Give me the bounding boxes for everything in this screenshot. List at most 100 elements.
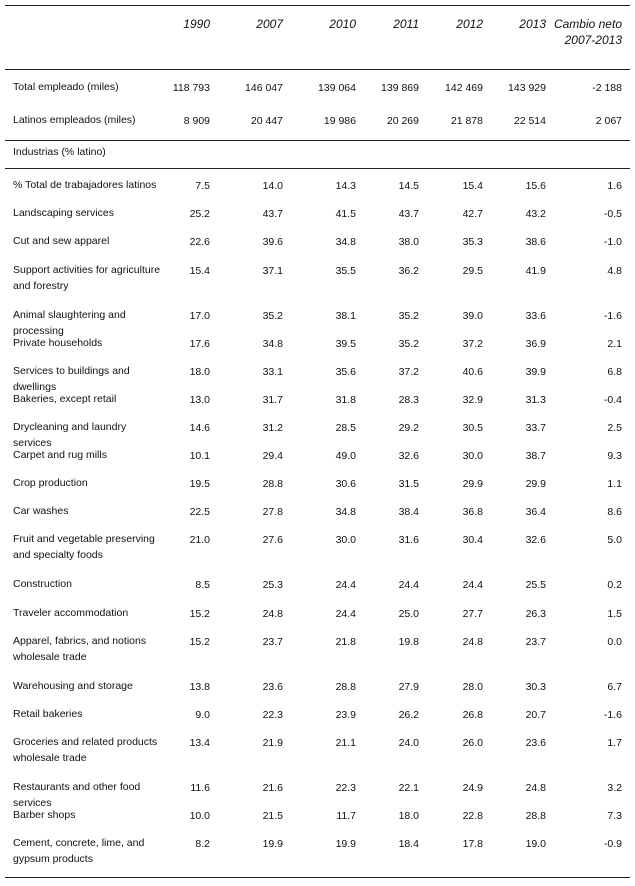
table-cell: 1.7 [607,737,622,749]
table-cell: 30.0 [462,450,483,462]
table-cell: 1.5 [607,608,622,620]
industry-row-label: Bakeries, except retail [13,393,117,405]
table-cell: 21.5 [262,810,283,822]
table-cell: -1.6 [603,310,622,322]
header-rule [5,69,630,70]
table-cell: 11.6 [190,782,210,794]
table-cell: 14.6 [189,422,210,434]
table-cell: 39.9 [525,366,546,378]
table-cell: 1.6 [607,180,622,192]
table-cell: 30.3 [525,681,546,693]
table-cell: 29.2 [398,422,419,434]
table-cell: 7.5 [195,180,210,192]
summary-cell: 19 986 [323,115,356,127]
table-cell: 31.6 [398,534,419,546]
industry-row-label: Drycleaning and laundry services [13,421,127,449]
industry-row-label: Animal slaughtering and processing [13,309,126,337]
table-cell: 38.0 [398,236,419,248]
table-cell: 36.8 [462,506,483,518]
table-cell: 43.7 [398,208,419,220]
table-cell: 21.1 [335,737,356,749]
table-cell: 30.6 [335,478,356,490]
industry-row-label: Services to buildings and dwellings [13,365,130,393]
table-cell: 31.7 [262,394,283,406]
table-cell: 35.6 [335,366,356,378]
table-cell: 4.8 [607,265,622,277]
column-header: Cambio neto 2007-2013 [553,17,622,47]
table-cell: 21.9 [262,737,283,749]
table-cell: 19.5 [189,478,210,490]
table-cell: 38.1 [335,310,356,322]
table-cell: 36.4 [525,506,546,518]
table-cell: 33.6 [525,310,546,322]
table-cell: 21.0 [189,534,210,546]
table-cell: 23.7 [262,636,283,648]
table-cell: 22.3 [335,782,356,794]
summary-cell: 21 878 [450,115,483,127]
table-cell: 24.4 [398,579,419,591]
table-cell: 23.6 [525,737,546,749]
table-cell: 27.7 [462,608,483,620]
industry-row-label: Apparel, fabrics, and notions wholesale … [13,635,147,663]
table-cell: 41.5 [335,208,356,220]
column-header: 2013 [519,17,546,31]
table-cell: 29.5 [462,265,483,277]
industry-row-label: Car washes [13,505,69,517]
table-cell: 43.7 [262,208,283,220]
table-cell: 35.2 [398,310,419,322]
table-cell: 26.2 [398,709,419,721]
table-cell: 31.2 [262,422,283,434]
table-cell: 34.8 [262,338,283,350]
table-cell: 6.8 [607,366,622,378]
table-cell: 13.0 [189,394,210,406]
table-cell: 22.3 [262,709,283,721]
industry-row-label: % Total de trabajadores latinos [13,179,157,191]
table-cell: 15.2 [189,608,210,620]
table-cell: 10.1 [189,450,210,462]
table-cell: 37.2 [462,338,483,350]
table-cell: 38.6 [525,236,546,248]
industry-row-label: Traveler accommodation [13,607,129,619]
table-cell: 9.0 [195,709,210,721]
table-cell: 10.0 [189,810,210,822]
table-cell: 30.0 [335,534,356,546]
table-cell: 39.6 [262,236,283,248]
table-cell: 29.4 [262,450,283,462]
industry-row-label: Crop production [13,477,88,489]
table-cell: 26.0 [462,737,483,749]
table-cell: 38.4 [398,506,419,518]
table-cell: 22.8 [462,810,483,822]
table-cell: 41.9 [525,265,546,277]
summary-cell: 2 067 [595,115,622,127]
summary-row-label: Latinos empleados (miles) [13,114,136,126]
table-cell: 8.6 [607,506,622,518]
table-cell: 24.8 [525,782,546,794]
table-cell: 35.3 [462,236,483,248]
table-cell: 29.9 [462,478,483,490]
table-cell: 35.2 [262,310,283,322]
table-cell: 5.0 [607,534,622,546]
column-header: 2007 [256,17,283,31]
table-cell: 38.7 [525,450,546,462]
table-cell: 31.8 [335,394,356,406]
industry-row-label: Landscaping services [13,207,114,219]
table-cell: 23.6 [262,681,283,693]
table-cell: 7.3 [607,810,622,822]
table-cell: 8.5 [195,579,210,591]
table-cell: 25.2 [189,208,210,220]
summary-cell: 139 869 [381,82,419,94]
industry-row-label: Retail bakeries [13,708,83,720]
table-cell: 15.2 [189,636,210,648]
industry-row-label: Cut and sew apparel [13,235,110,247]
table-cell: 28.8 [335,681,356,693]
table-cell: 24.8 [462,636,483,648]
industry-row-label: Support activities for agriculture and f… [13,264,161,292]
table-cell: 27.6 [262,534,283,546]
table-cell: 2.5 [607,422,622,434]
table-cell: 25.3 [262,579,283,591]
table-cell: 9.3 [607,450,622,462]
summary-cell: 22 514 [513,115,546,127]
table-cell: 36.9 [525,338,546,350]
table-cell: 32.9 [462,394,483,406]
table-cell: 27.8 [262,506,283,518]
